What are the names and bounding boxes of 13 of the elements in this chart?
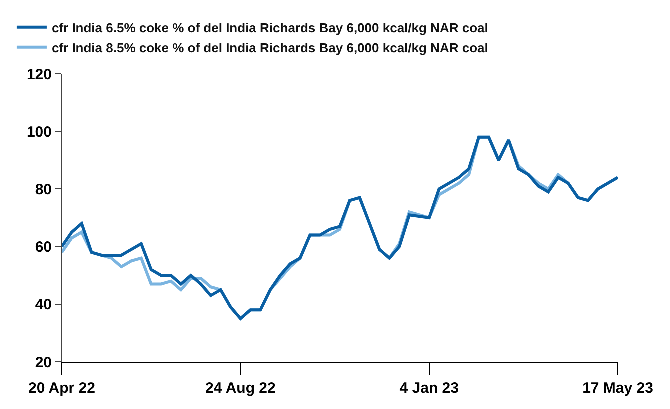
y-tick-label: 80	[35, 181, 52, 198]
line-series	[62, 136, 618, 320]
x-tick-label: 4 Jan 23	[400, 380, 459, 397]
y-tick-label: 40	[35, 296, 52, 314]
y-tick-label: 60	[35, 239, 52, 256]
x-tick-label: 20 Apr 22	[28, 380, 96, 397]
y-tick-label: 100	[26, 124, 52, 141]
y-tick-label: 120	[26, 66, 52, 84]
legend-label: cfr India 8.5% coke % of del India Richards Bay 6,000 kcal/kg NAR coal	[52, 40, 488, 56]
legend-label: cfr India 6.5% coke % of del India Richards Bay 6,000 kcal/kg NAR coal	[52, 20, 488, 36]
x-tick-label: 24 Aug 22	[206, 380, 276, 397]
x-tick-label: 17 May 23	[582, 380, 654, 397]
y-tick-label: 20	[35, 354, 52, 372]
